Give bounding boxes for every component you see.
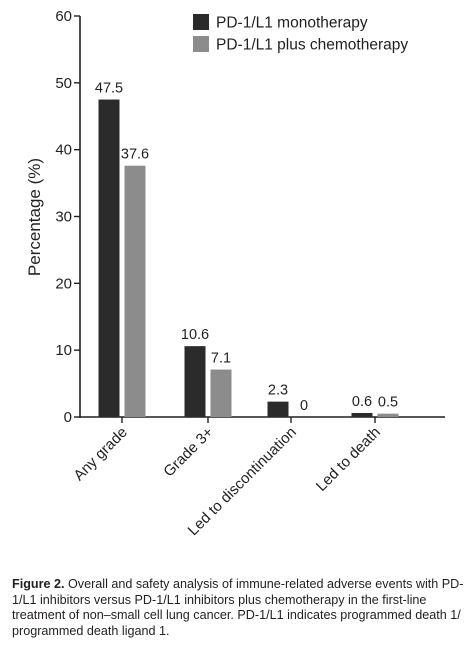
bar-1-0 (124, 165, 146, 417)
bars (98, 99, 399, 418)
y-tick-label-60: 60 (55, 8, 72, 25)
figure-caption: Figure 2. Overall and safety analysis of… (12, 577, 464, 639)
y-tick-label-0: 0 (64, 409, 72, 426)
value-label-0-3: 0.6 (352, 394, 372, 410)
y-axis-label: Percentage (%) (25, 158, 44, 276)
x-tick-label-1: Grade 3+ (160, 424, 217, 481)
bar-0-0 (98, 99, 120, 418)
figure-caption-text: Overall and safety analysis of immune-re… (12, 577, 464, 638)
y-tick-label-10: 10 (55, 342, 72, 359)
legend: PD-1/L1 monotherapy PD-1/L1 plus chemothe… (193, 14, 408, 54)
y-tick-label-30: 30 (55, 209, 72, 226)
figure-label: Figure 2. (12, 577, 65, 591)
y-tick-label-40: 40 (55, 142, 72, 159)
legend-swatch-1 (193, 36, 209, 52)
legend-swatch-0 (193, 14, 209, 30)
bar-0-2 (267, 401, 289, 417)
legend-label-0: PD-1/L1 monotherapy (216, 15, 368, 32)
bar-1-1 (210, 369, 232, 417)
value-label-1-3: 0.5 (378, 395, 398, 411)
value-label-1-2: 0 (300, 398, 308, 414)
value-label-1-0: 37.6 (121, 147, 149, 163)
bar-1-3 (377, 413, 399, 417)
y-tick-label-20: 20 (55, 275, 72, 292)
x-tick-label-0: Any grade (70, 424, 130, 484)
x-tick-labels: Any grade Grade 3+Led to discontinuation L… (70, 424, 383, 539)
value-label-0-0: 47.5 (95, 81, 123, 97)
bar-0-1 (184, 346, 206, 417)
value-label-0-1: 10.6 (181, 327, 209, 343)
x-tick-label-3: Led to death (313, 424, 384, 495)
value-label-0-2: 2.3 (268, 383, 288, 399)
value-label-1-1: 7.1 (211, 351, 231, 367)
y-tick-label-50: 50 (55, 75, 72, 92)
bar-0-3 (351, 412, 373, 417)
value-labels: 47.5 37.6 10.67.1 2.3 0 0.6 0.5 (95, 81, 398, 414)
legend-label-1: PD-1/L1 plus chemotherapy (216, 37, 408, 54)
